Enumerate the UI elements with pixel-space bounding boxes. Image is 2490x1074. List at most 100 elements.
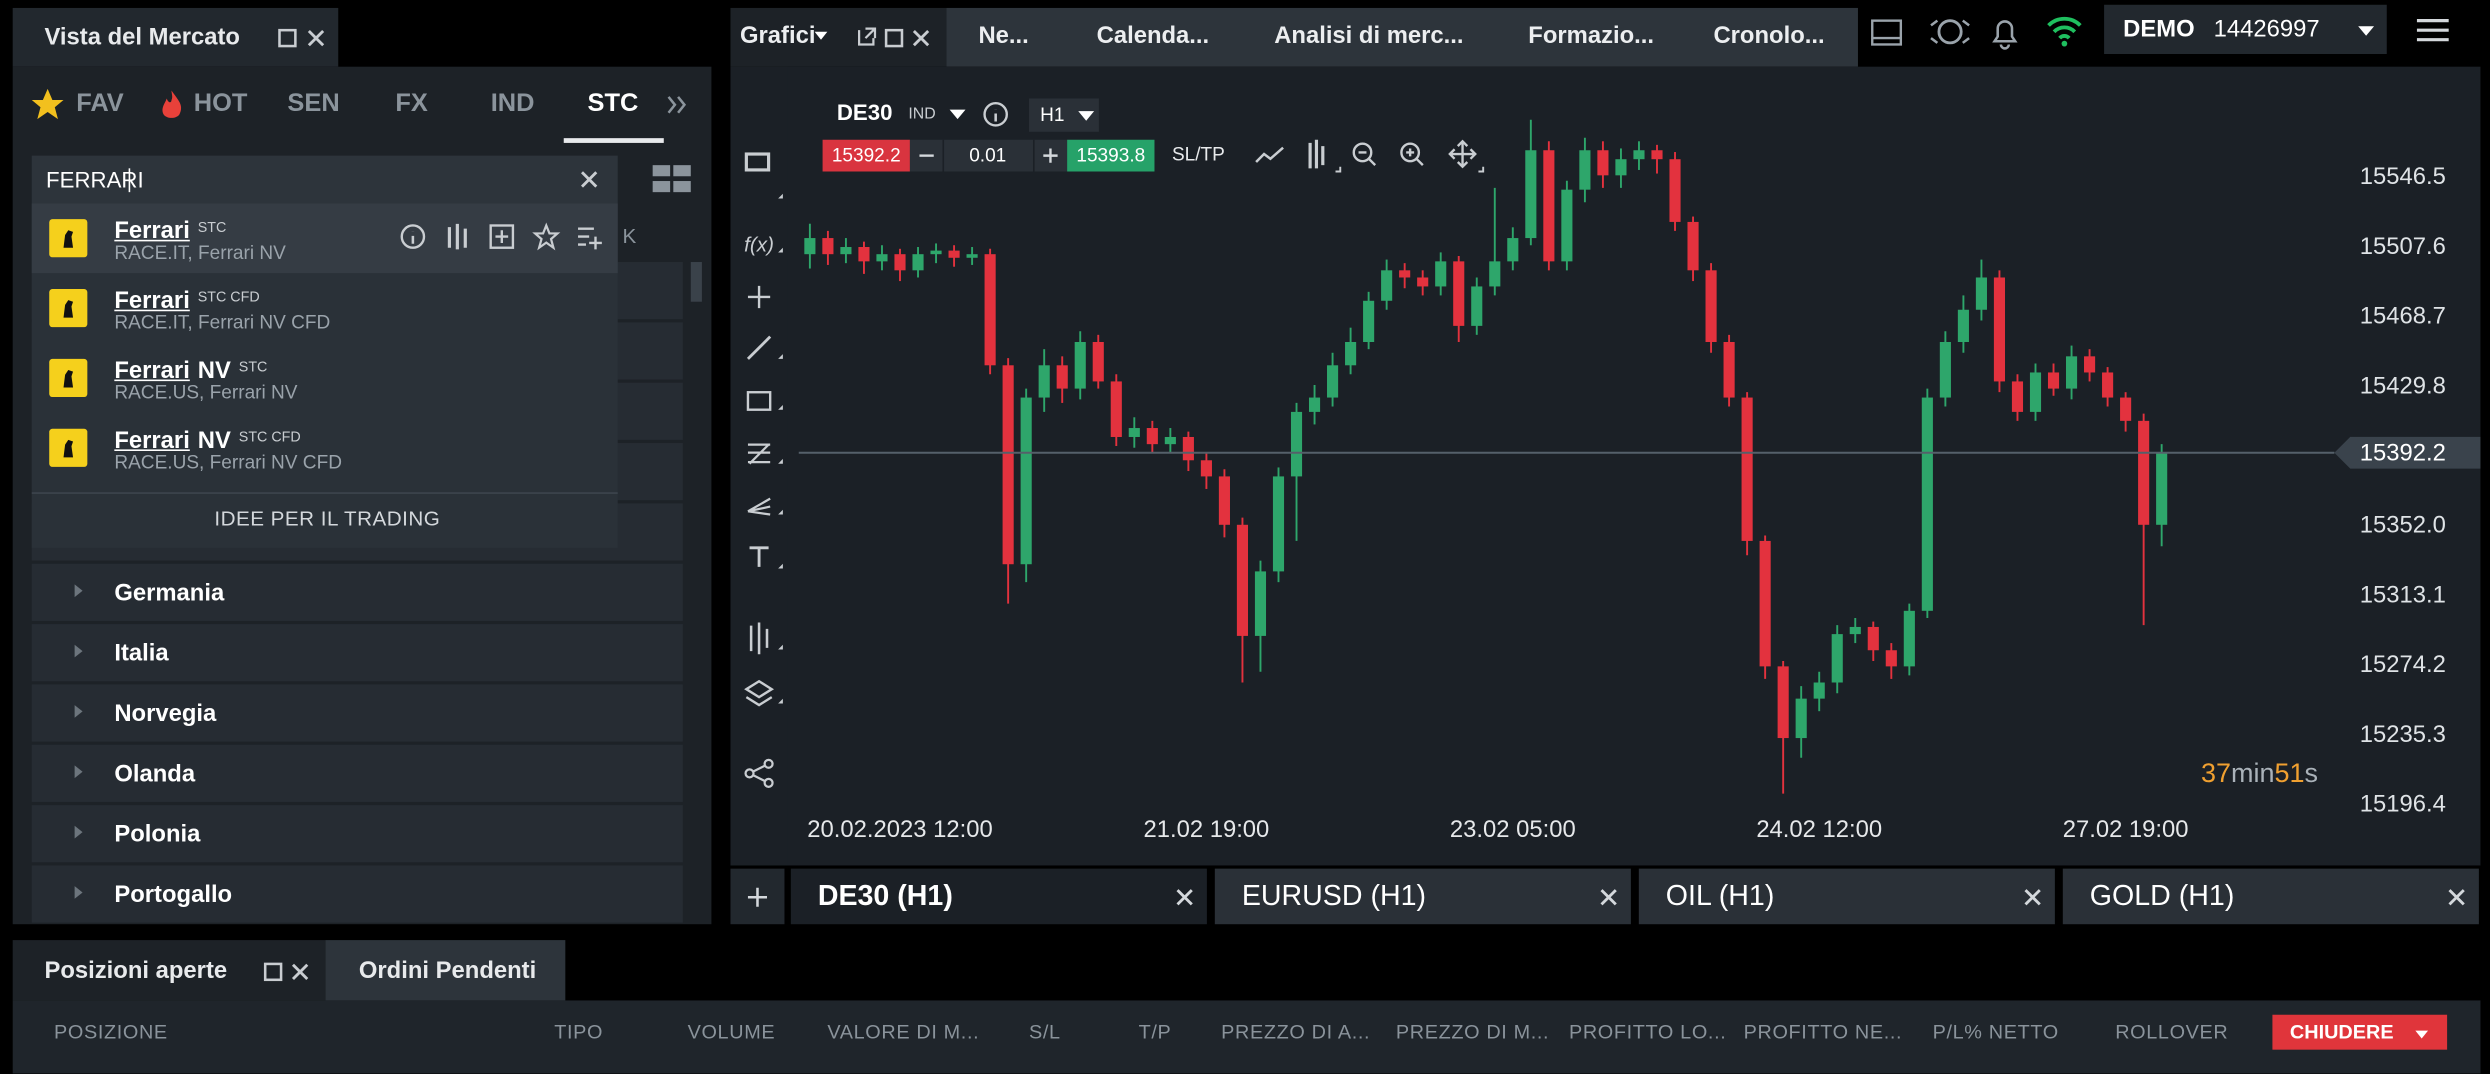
result-name[interactable]: Ferrari NV STC — [114, 351, 267, 384]
result-match: Ferrari — [114, 287, 190, 315]
account-box[interactable] — [2104, 4, 2387, 54]
country-row[interactable] — [31, 563, 683, 621]
line-chart-icon[interactable] — [1255, 146, 1284, 163]
symbol-arrow[interactable] — [949, 109, 966, 120]
market-tab[interactable]: IND — [490, 90, 535, 118]
column-header[interactable]: PROFITTO LO... — [1568, 1021, 1727, 1044]
country-row[interactable] — [31, 624, 683, 682]
tool-rectangle[interactable] — [746, 391, 772, 411]
sltp[interactable]: SL/TP — [1172, 145, 1225, 166]
candle-type-icon[interactable] — [1308, 139, 1325, 169]
tool-cursor[interactable] — [744, 152, 771, 172]
search-input[interactable]: FERRARI — [46, 166, 144, 193]
country-row[interactable] — [31, 865, 683, 923]
candle-body — [1146, 428, 1158, 445]
timeframe-arrow[interactable] — [1078, 111, 1095, 121]
market-tab[interactable]: FAV — [76, 90, 124, 118]
chart-tab[interactable] — [790, 868, 1207, 925]
zoom-in-icon[interactable] — [1400, 142, 1421, 163]
result-name[interactable]: Ferrari STC — [114, 211, 226, 245]
column-header[interactable]: POSIZIONE — [53, 1021, 168, 1044]
top-tab[interactable]: Calenda... — [1096, 22, 1210, 50]
country-name[interactable]: Germania — [114, 579, 225, 607]
tool-compare[interactable] — [749, 622, 769, 655]
top-tab[interactable]: Formazio... — [1528, 22, 1655, 50]
chart-tab[interactable] — [1214, 868, 1631, 925]
market-tab[interactable]: STC — [587, 90, 639, 118]
column-header[interactable]: VOLUME — [687, 1021, 776, 1044]
country-row[interactable] — [31, 805, 683, 863]
country-name[interactable]: Polonia — [114, 820, 201, 848]
chart-tab-label[interactable]: DE30 (H1) — [817, 879, 953, 912]
chart-tab-label[interactable]: GOLD (H1) — [2089, 879, 2235, 912]
chart-tab[interactable] — [2062, 868, 2479, 925]
move-icon[interactable] — [1448, 139, 1477, 169]
chart-tab-label[interactable]: OIL (H1) — [1665, 879, 1775, 912]
country-row[interactable] — [31, 744, 683, 802]
charts-tab[interactable] — [730, 7, 947, 67]
symbol[interactable]: DE30 — [837, 100, 893, 125]
result-name[interactable]: Ferrari NV STC CFD — [114, 421, 300, 454]
market-tab[interactable]: HOT — [193, 90, 248, 118]
column-header[interactable]: VALORE DI M... — [827, 1021, 980, 1044]
country-name[interactable]: Norvegia — [114, 700, 217, 728]
country-name[interactable]: Olanda — [114, 760, 196, 788]
column-header[interactable]: S/L — [1029, 1021, 1061, 1044]
candle-body — [2084, 356, 2096, 373]
market-tab[interactable]: SEN — [287, 90, 340, 118]
bid-price[interactable]: 15392.2 — [832, 145, 901, 166]
top-tab[interactable]: Grafici — [740, 22, 816, 50]
account-mode[interactable]: DEMO — [2123, 15, 2195, 43]
candle-body — [1795, 698, 1807, 739]
trading-ideas[interactable]: IDEE PER IL TRADING — [214, 506, 441, 531]
tool-crosshair[interactable] — [747, 285, 771, 309]
column-header[interactable]: T/P — [1138, 1021, 1172, 1044]
pending-tab-label[interactable]: Ordini Pendenti — [358, 957, 537, 985]
volume-plus[interactable] — [1043, 148, 1058, 163]
bid-box[interactable] — [822, 139, 910, 172]
symbol-info[interactable] — [983, 102, 1008, 127]
positions-title: Posizioni aperte — [44, 957, 228, 985]
candle-body — [1471, 286, 1483, 326]
chart-tab[interactable] — [1638, 868, 2055, 925]
column-header[interactable]: PREZZO DI M... — [1395, 1021, 1550, 1044]
top-tab[interactable]: Ne... — [978, 22, 1029, 50]
timeframe[interactable]: H1 — [1040, 105, 1064, 126]
result-name[interactable]: Ferrari STC CFD — [114, 281, 259, 315]
x-tick-label: 24.02 12:00 — [1756, 816, 1882, 843]
top-tab[interactable]: Analisi di merc... — [1274, 22, 1464, 50]
tool-indicators[interactable]: f(x) — [744, 234, 774, 257]
column-header[interactable]: P/L% NETTO — [1932, 1021, 2059, 1044]
country-row[interactable] — [31, 684, 683, 742]
tool-pitchfork[interactable] — [747, 497, 771, 516]
column-header[interactable]: TIPO — [554, 1021, 604, 1044]
market-tab[interactable]: FX — [395, 90, 428, 118]
volume-box[interactable] — [909, 139, 1068, 172]
tool-trendline[interactable] — [746, 335, 772, 360]
account-number[interactable]: 14426997 — [2213, 15, 2320, 43]
volume[interactable]: 0.01 — [969, 145, 1006, 166]
column-header[interactable]: ROLLOVER — [2115, 1021, 2229, 1044]
candle-body — [2029, 372, 2042, 412]
zoom-out-icon[interactable] — [1352, 142, 1373, 163]
chart-tab-label[interactable]: EURUSD (H1) — [1241, 879, 1427, 912]
candle-body — [984, 254, 996, 366]
close-all-label[interactable]: CHIUDERE — [2289, 1021, 2394, 1044]
column-header[interactable]: PROFITTO NE... — [1743, 1021, 1903, 1044]
country-name[interactable]: Portogallo — [114, 881, 233, 909]
ask-box[interactable] — [1067, 139, 1155, 172]
symbol-group[interactable]: IND — [908, 106, 935, 123]
candle-body — [1381, 270, 1393, 301]
candle-body — [1038, 365, 1050, 398]
add-chart-tab[interactable] — [730, 868, 785, 925]
top-tab[interactable]: Cronolo... — [1713, 22, 1825, 50]
pending-tab[interactable] — [325, 940, 566, 1001]
candle-body — [1453, 261, 1465, 326]
ask-price[interactable]: 15393.8 — [1076, 145, 1145, 166]
tool-text[interactable] — [749, 546, 769, 567]
country-name[interactable]: Italia — [114, 639, 169, 667]
column-header[interactable]: PREZZO DI A... — [1221, 1021, 1371, 1044]
tool-fibonacci[interactable] — [747, 443, 771, 465]
result-row-highlight[interactable] — [31, 203, 618, 274]
tool-layers[interactable] — [744, 679, 775, 707]
